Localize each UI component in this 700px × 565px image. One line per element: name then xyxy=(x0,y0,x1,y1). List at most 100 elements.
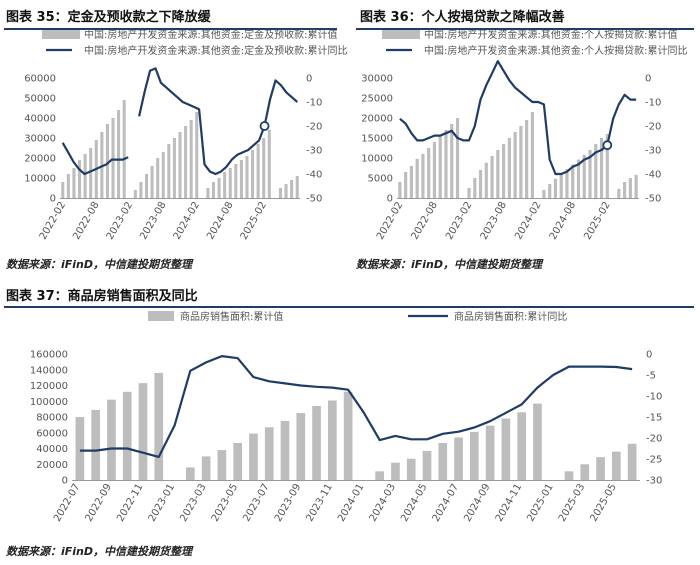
right-axis-tick-label: -10 xyxy=(646,392,662,403)
left-axis-tick-label: 160000 xyxy=(30,350,68,361)
series-line xyxy=(138,67,299,176)
bar xyxy=(138,383,148,480)
x-axis-tick-label: 2024-03 xyxy=(368,482,398,524)
bar xyxy=(398,182,402,198)
chart36-title: 图表 36：个人按揭贷款之降幅改善 xyxy=(360,10,565,25)
legend-bar-label: 中国:房地产开发资金来源:其他资金:个人按揭贷款:累计值 xyxy=(424,28,677,41)
bar xyxy=(167,144,171,198)
x-axis-tick-label: 2024-05 xyxy=(399,482,429,524)
bar xyxy=(117,110,121,198)
bar xyxy=(634,174,638,198)
bar xyxy=(245,156,249,198)
bar xyxy=(343,391,353,480)
bar xyxy=(256,144,260,198)
chart35-title: 图表 35：定金及预收款之下降放缓 xyxy=(6,10,211,25)
bar xyxy=(580,464,590,480)
bar xyxy=(594,144,598,198)
right-axis-tick-label: -40 xyxy=(306,170,322,181)
legend-line-label: 中国:房地产开发资金来源:其他资金:个人按揭贷款:累计同比 xyxy=(424,44,687,57)
x-axis-tick-label: 2024-11 xyxy=(494,482,524,524)
bar xyxy=(280,420,290,480)
x-axis-tick-label: 2024-07 xyxy=(431,482,461,524)
bar xyxy=(172,138,176,198)
bar xyxy=(484,162,488,198)
left-axis-tick-label: 0 xyxy=(387,194,393,205)
left-axis-tick-label: 5000 xyxy=(368,174,393,185)
bar xyxy=(150,166,154,198)
bar xyxy=(530,112,534,198)
bar xyxy=(409,166,413,198)
bar xyxy=(444,130,448,198)
bar xyxy=(195,112,199,198)
bar xyxy=(91,409,101,480)
series-line xyxy=(61,142,129,176)
bar xyxy=(290,180,294,198)
bar xyxy=(184,126,188,198)
bar xyxy=(438,136,442,198)
right-axis-tick-label: -40 xyxy=(645,170,661,181)
bar xyxy=(66,174,70,198)
bar xyxy=(105,124,109,198)
right-axis-tick-label: -25 xyxy=(646,455,662,466)
bar xyxy=(617,188,621,198)
bar xyxy=(100,132,104,198)
bar xyxy=(467,188,471,198)
bar xyxy=(107,399,116,480)
bar xyxy=(427,148,431,198)
bar xyxy=(139,182,143,198)
left-axis-tick-label: 30000 xyxy=(361,74,393,85)
bar xyxy=(156,158,160,198)
chart35-title-rule xyxy=(4,28,337,30)
bar xyxy=(599,138,604,198)
bar xyxy=(559,174,563,198)
bar xyxy=(78,160,82,198)
bar xyxy=(234,164,238,198)
chart36-title-rule xyxy=(356,28,694,30)
right-axis-tick-label: -10 xyxy=(306,98,322,109)
bar xyxy=(478,170,483,198)
bar xyxy=(404,172,408,198)
bar xyxy=(264,427,274,480)
bar xyxy=(249,433,258,480)
right-axis-tick-label: -15 xyxy=(646,413,662,424)
bar xyxy=(206,188,210,198)
bar xyxy=(533,403,542,480)
left-axis-tick-label: 50000 xyxy=(24,94,56,105)
x-axis-tick-label: 2025-05 xyxy=(588,482,618,524)
bar xyxy=(161,152,165,198)
bar xyxy=(251,150,255,198)
bar xyxy=(438,442,448,480)
bar xyxy=(144,174,149,198)
bar xyxy=(553,178,558,198)
bar xyxy=(211,182,216,198)
x-axis-tick-label: 2025-01 xyxy=(525,482,555,524)
bar xyxy=(605,134,609,198)
bar xyxy=(75,417,85,480)
bar xyxy=(111,118,115,198)
bar xyxy=(421,154,425,198)
chart35-source: 数据来源：iFinD，中信建投期货整理 xyxy=(6,258,193,271)
left-axis-tick-label: 0 xyxy=(50,194,56,205)
left-axis-tick-label: 80000 xyxy=(36,413,68,424)
x-axis-tick-label: 2023-03 xyxy=(178,482,208,524)
chart36-source: 数据来源：iFinD，中信建投期货整理 xyxy=(356,258,543,271)
left-axis-tick-label: 60000 xyxy=(36,428,68,439)
bar xyxy=(623,182,627,198)
bar xyxy=(217,450,227,480)
right-axis-tick-label: -30 xyxy=(645,146,661,157)
left-axis-tick-label: 60000 xyxy=(24,74,56,85)
left-axis-tick-label: 10000 xyxy=(24,174,56,185)
bar xyxy=(415,158,419,198)
bar xyxy=(469,431,479,480)
legend-line-label: 商品房销售面积:累计同比 xyxy=(454,310,567,323)
bar xyxy=(548,184,552,198)
bar xyxy=(296,413,306,480)
bar xyxy=(133,190,137,198)
bar xyxy=(278,188,282,198)
left-axis-tick-label: 100000 xyxy=(30,397,68,408)
legend-bar-swatch xyxy=(42,30,80,39)
bar xyxy=(375,471,385,480)
right-axis-tick-label: -50 xyxy=(645,194,661,205)
